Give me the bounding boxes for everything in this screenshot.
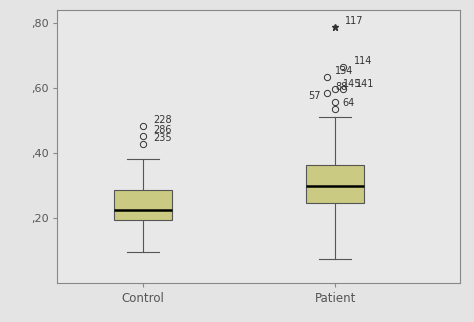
Text: 88: 88 — [335, 82, 347, 92]
Text: 145: 145 — [343, 79, 361, 89]
Text: 114: 114 — [354, 56, 373, 66]
Bar — [306, 166, 364, 203]
Text: 57: 57 — [308, 91, 321, 101]
Text: 228: 228 — [153, 115, 172, 125]
Bar — [114, 191, 172, 220]
Text: 117: 117 — [345, 16, 363, 26]
Text: 64: 64 — [343, 98, 355, 108]
Text: 141: 141 — [356, 79, 374, 89]
Text: 134: 134 — [335, 66, 354, 76]
Text: 286: 286 — [153, 125, 171, 135]
Text: 235: 235 — [153, 133, 172, 143]
